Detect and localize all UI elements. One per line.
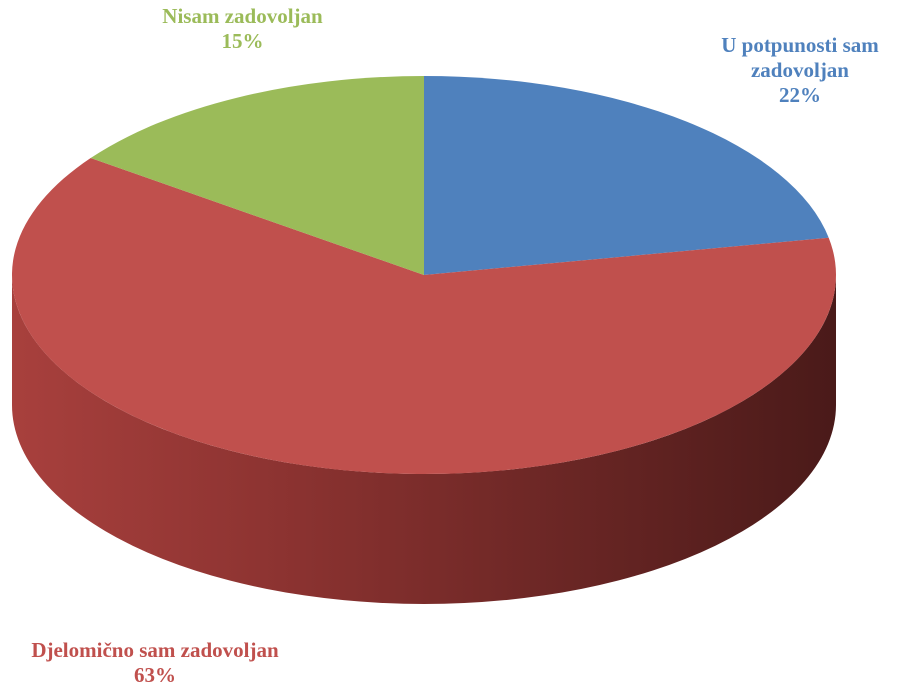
data-label: Nisam zadovoljan 15% [120, 4, 365, 54]
label-name: Djelomično sam zadovoljan [31, 638, 279, 662]
slice [424, 76, 829, 275]
slice [11, 158, 837, 474]
slice-side [12, 275, 836, 604]
label-name: U potpunosti sam zadovoljan [721, 33, 879, 82]
data-label: U potpunosti sam zadovoljan 22% [700, 33, 897, 108]
label-value: 22% [779, 83, 821, 107]
slice [90, 75, 424, 275]
label-name: Nisam zadovoljan [162, 4, 323, 28]
label-value: 63% [134, 663, 176, 687]
data-label: Djelomično sam zadovoljan 63% [0, 638, 310, 688]
label-value: 15% [221, 29, 264, 53]
